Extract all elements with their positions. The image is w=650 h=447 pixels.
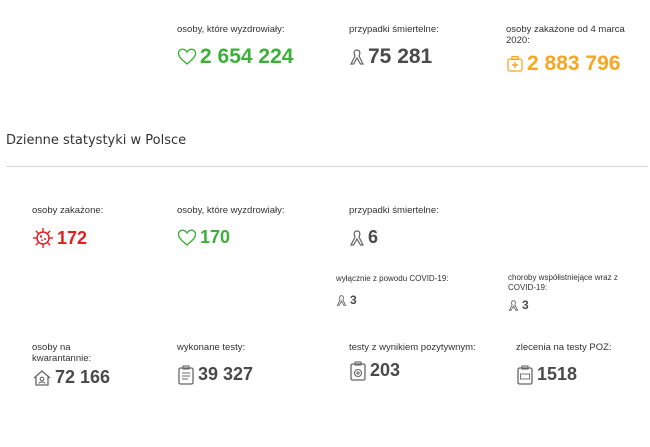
poz-orders-value: 1518 <box>537 364 578 384</box>
total-recovered: osoby, które wyzdrowiały: 2 654 224 <box>177 24 327 69</box>
quarantine-value: 72 166 <box>55 367 111 387</box>
deaths-comorbid-value: 3 <box>522 298 529 312</box>
positive-tests-value: 203 <box>370 360 401 380</box>
daily-quarantine: osoby na kwarantannie: 72 166 <box>32 342 127 388</box>
tests-value: 39 327 <box>198 364 254 384</box>
total-recovered-label: osoby, które wyzdrowiały: <box>177 24 285 35</box>
tests-label: wykonane testy: <box>177 342 246 353</box>
daily-deaths-covid-only: wyłącznie z powodu COVID-19: 3 <box>336 273 486 307</box>
deaths-covid-only-label: wyłącznie z powodu COVID-19: <box>336 274 449 283</box>
total-infected-label: osoby zakażone od 4 marca 2020: <box>506 24 625 46</box>
daily-tests: wykonane testy: 39 327 <box>177 342 307 385</box>
quarantine-label: osoby na kwarantannie: <box>32 342 92 364</box>
medkit-icon <box>506 55 524 73</box>
clipboard-poz-icon <box>516 364 534 385</box>
total-infected: osoby zakażone od 4 marca 2020: 2 883 79… <box>506 24 646 76</box>
daily-infected-value: 172 <box>57 227 88 248</box>
ribbon-icon <box>349 229 365 247</box>
daily-deaths-label: przypadki śmiertelne: <box>349 205 439 216</box>
ribbon-icon <box>508 299 519 312</box>
daily-infected-label: osoby zakażone: <box>32 205 104 216</box>
section-title: Dzienne statystyki w Polsce <box>6 133 187 148</box>
daily-infected: osoby zakażone: 172 <box>32 205 162 249</box>
poz-orders-label: zlecenia na testy POZ: <box>516 342 612 353</box>
daily-recovered-label: osoby, które wyzdrowiały: <box>177 205 285 216</box>
total-deaths-label: przypadki śmiertelne: <box>349 24 439 35</box>
house-icon <box>32 369 52 387</box>
ribbon-icon <box>336 294 347 307</box>
total-deaths: przypadki śmiertelne: 75 281 <box>349 24 489 69</box>
ribbon-icon <box>349 48 365 66</box>
deaths-comorbid-label: choroby współistniejące wraz z COVID-19: <box>508 273 618 292</box>
total-infected-value: 2 883 796 <box>527 52 621 75</box>
total-recovered-value: 2 654 224 <box>200 45 294 68</box>
daily-deaths: przypadki śmiertelne: 6 <box>349 205 489 248</box>
total-deaths-value: 75 281 <box>368 45 433 68</box>
virus-icon <box>32 227 54 249</box>
heart-icon <box>177 48 197 66</box>
daily-recovered: osoby, które wyzdrowiały: 170 <box>177 205 327 248</box>
daily-deaths-comorbid: choroby współistniejące wraz z COVID-19:… <box>508 273 638 312</box>
clipboard-plus-icon <box>349 360 367 381</box>
daily-positive-tests: testy z wynikiem pozytywnym: 203 <box>349 342 479 381</box>
daily-poz-orders: zlecenia na testy POZ: 1518 <box>516 342 646 385</box>
positive-tests-label: testy z wynikiem pozytywnym: <box>349 342 476 353</box>
heart-icon <box>177 228 197 247</box>
section-divider <box>6 166 648 167</box>
daily-recovered-value: 170 <box>200 227 231 247</box>
deaths-covid-only-value: 3 <box>350 293 357 307</box>
daily-deaths-value: 6 <box>368 227 379 247</box>
clipboard-icon <box>177 364 195 385</box>
